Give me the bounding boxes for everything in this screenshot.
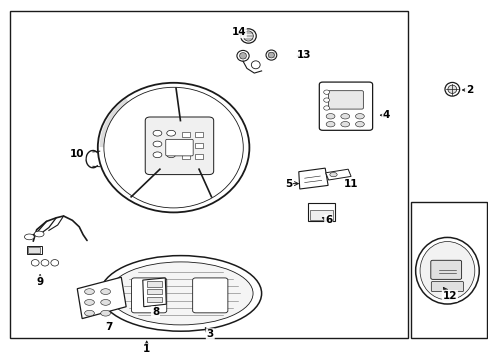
Ellipse shape xyxy=(103,87,243,208)
Ellipse shape xyxy=(100,256,261,331)
Ellipse shape xyxy=(415,238,478,304)
Ellipse shape xyxy=(251,61,260,69)
Bar xyxy=(309,210,333,220)
Ellipse shape xyxy=(41,260,49,266)
Ellipse shape xyxy=(84,300,94,305)
Ellipse shape xyxy=(340,122,349,127)
FancyBboxPatch shape xyxy=(319,82,372,130)
Ellipse shape xyxy=(447,85,456,93)
Text: 14: 14 xyxy=(231,27,245,37)
Ellipse shape xyxy=(325,122,334,127)
Ellipse shape xyxy=(31,260,39,266)
Bar xyxy=(182,132,190,137)
Bar xyxy=(195,143,203,148)
Bar xyxy=(27,246,41,254)
Ellipse shape xyxy=(101,310,110,316)
Ellipse shape xyxy=(444,82,459,96)
Ellipse shape xyxy=(323,98,329,102)
Bar xyxy=(10,11,407,338)
Bar xyxy=(195,132,203,137)
FancyBboxPatch shape xyxy=(192,278,227,313)
Bar xyxy=(146,281,162,287)
Ellipse shape xyxy=(153,130,162,136)
Ellipse shape xyxy=(84,289,94,294)
FancyBboxPatch shape xyxy=(165,139,193,156)
Bar xyxy=(182,143,190,148)
Ellipse shape xyxy=(24,234,34,240)
Text: 5: 5 xyxy=(285,179,291,189)
Text: 2: 2 xyxy=(465,85,472,95)
Ellipse shape xyxy=(98,83,249,212)
Text: 7: 7 xyxy=(104,321,112,332)
Ellipse shape xyxy=(166,141,175,147)
Polygon shape xyxy=(77,277,126,319)
Ellipse shape xyxy=(108,262,253,325)
Ellipse shape xyxy=(323,106,329,110)
FancyBboxPatch shape xyxy=(430,282,463,292)
Ellipse shape xyxy=(166,152,175,158)
Ellipse shape xyxy=(268,52,274,58)
Text: 10: 10 xyxy=(70,149,84,159)
Bar xyxy=(182,154,190,159)
Ellipse shape xyxy=(239,53,246,59)
Text: 8: 8 xyxy=(152,307,159,317)
FancyBboxPatch shape xyxy=(145,117,213,175)
Ellipse shape xyxy=(329,172,337,177)
Polygon shape xyxy=(142,278,166,307)
Text: 9: 9 xyxy=(37,276,43,287)
Ellipse shape xyxy=(325,113,334,119)
Bar xyxy=(28,247,40,253)
Ellipse shape xyxy=(265,50,276,60)
Text: 1: 1 xyxy=(143,344,150,354)
Text: 4: 4 xyxy=(382,110,389,120)
Polygon shape xyxy=(298,168,327,189)
Ellipse shape xyxy=(153,141,162,147)
Bar xyxy=(307,203,334,221)
FancyBboxPatch shape xyxy=(430,260,461,279)
Ellipse shape xyxy=(101,300,110,305)
Ellipse shape xyxy=(240,29,256,43)
Text: 11: 11 xyxy=(343,179,358,189)
Ellipse shape xyxy=(340,113,349,119)
Ellipse shape xyxy=(419,242,474,300)
FancyBboxPatch shape xyxy=(131,278,166,313)
Bar xyxy=(410,202,486,338)
Text: 13: 13 xyxy=(296,50,311,60)
Ellipse shape xyxy=(355,122,364,127)
Ellipse shape xyxy=(101,289,110,294)
Ellipse shape xyxy=(153,152,162,158)
Text: 3: 3 xyxy=(206,329,213,339)
Text: 6: 6 xyxy=(325,215,331,225)
Ellipse shape xyxy=(323,90,329,94)
Polygon shape xyxy=(325,169,350,180)
Ellipse shape xyxy=(355,113,364,119)
Ellipse shape xyxy=(166,130,175,136)
Bar xyxy=(146,297,162,302)
FancyBboxPatch shape xyxy=(328,91,363,109)
Bar xyxy=(195,154,203,159)
Ellipse shape xyxy=(51,260,59,266)
Ellipse shape xyxy=(243,31,253,41)
Text: 12: 12 xyxy=(442,291,456,301)
Ellipse shape xyxy=(236,50,249,61)
Ellipse shape xyxy=(34,231,44,237)
Ellipse shape xyxy=(84,310,94,316)
Bar xyxy=(146,289,162,294)
